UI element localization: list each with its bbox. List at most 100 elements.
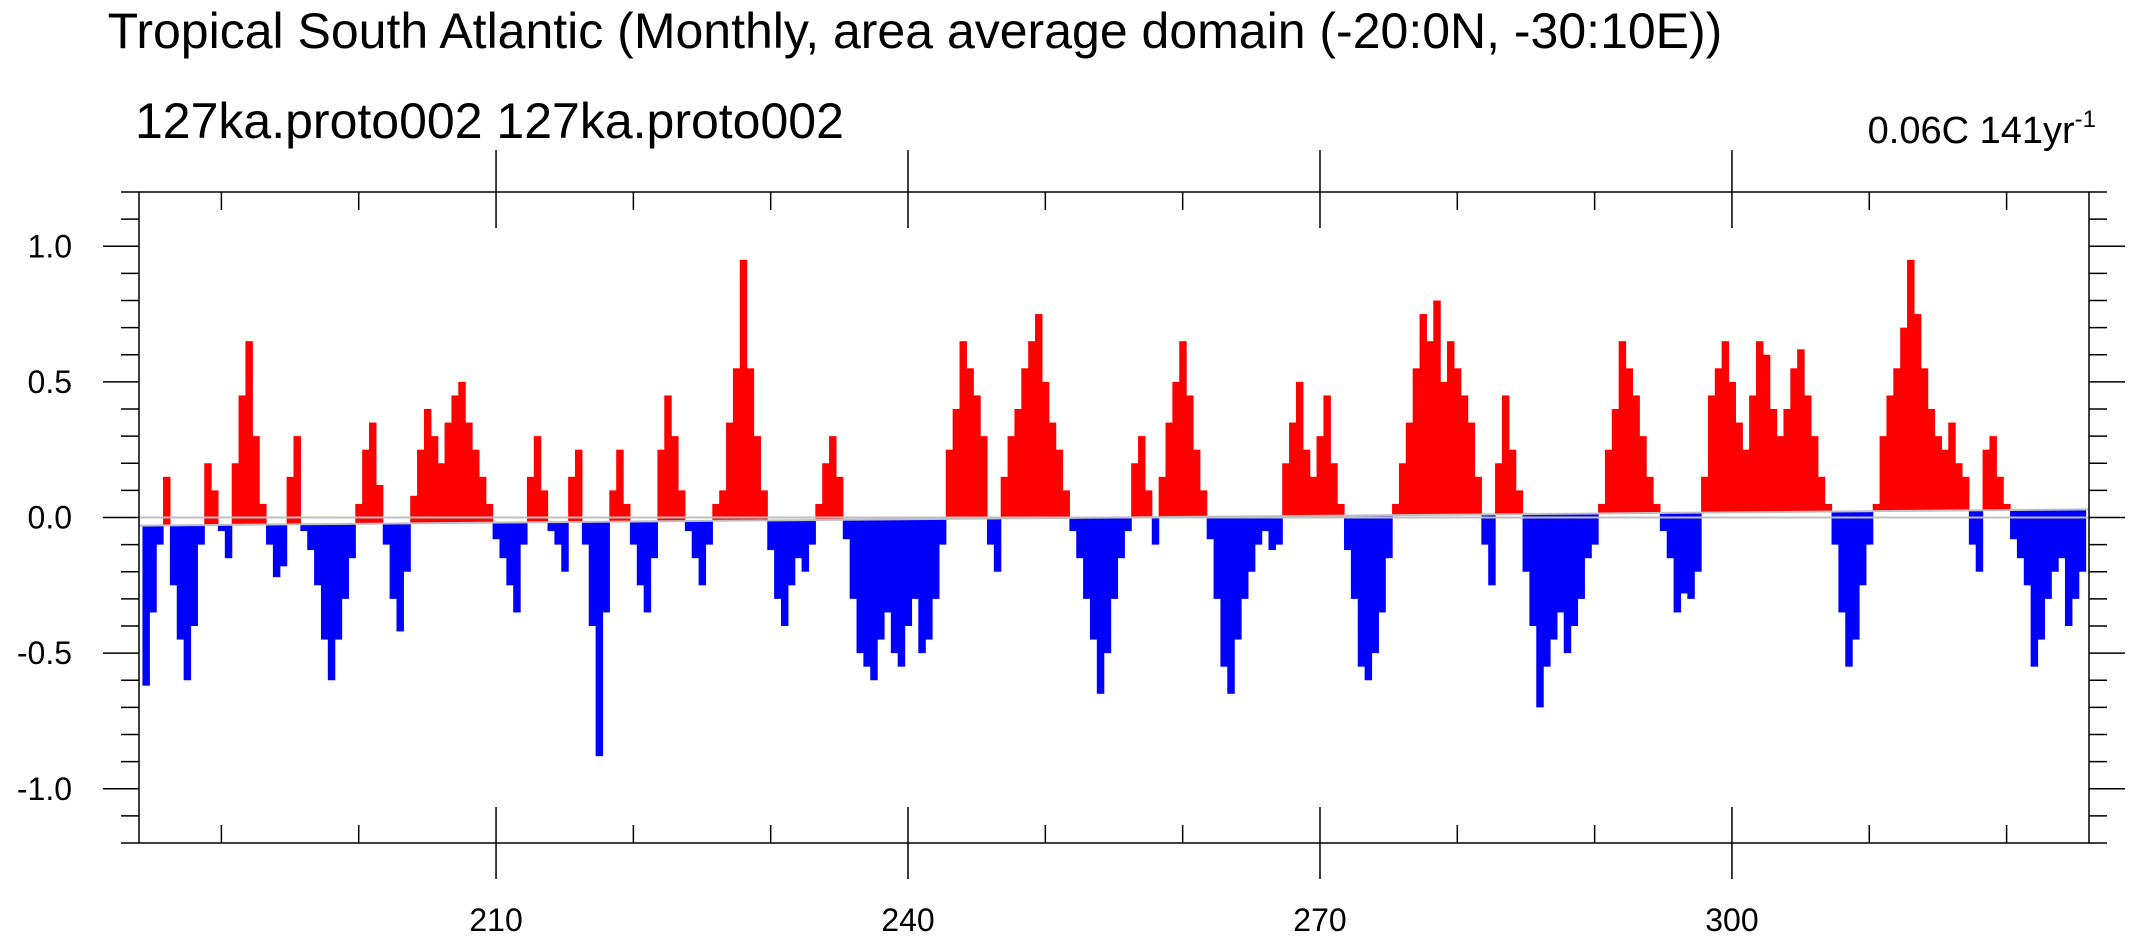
anomaly-bar [883,519,892,613]
anomaly-bar [1062,490,1070,518]
anomaly-bar [1124,517,1132,532]
anomaly-bar [1172,381,1180,517]
anomaly-bar [1378,515,1386,613]
anomaly-bar [451,395,459,524]
anomaly-bar [1900,327,1908,511]
anomaly-bar [1536,513,1544,708]
anomaly-bar [1550,513,1558,640]
anomaly-bar [1659,512,1668,532]
anomaly-bar [1048,422,1057,519]
anomaly-bar [904,519,913,626]
anomaly-bar [314,524,322,586]
anomaly-bar [156,525,164,545]
anomaly-bar [993,518,1002,572]
anomaly-bar [1934,436,1942,511]
anomaly-bar [430,436,439,524]
anomaly-bar [1769,409,1778,512]
anomaly-bar [561,522,569,572]
x-tick-label: 240 [881,902,934,938]
anomaly-bar [1707,395,1716,513]
anomaly-bar [1680,512,1688,594]
anomaly-bar [1721,341,1730,513]
anomaly-bar [458,381,466,523]
anomaly-bar [616,449,624,522]
anomaly-bar [1941,449,1949,511]
anomaly-bar [1357,515,1366,667]
anomaly-bar [355,503,363,524]
anomaly-bar [1556,513,1565,613]
anomaly-bar [2078,509,2087,572]
anomaly-bar [808,520,816,545]
anomaly-bar [2058,509,2066,559]
left-string: 127ka.proto002 127ka.proto002 [135,93,844,149]
anomaly-bar [211,490,219,526]
anomaly-bar [787,520,796,586]
anomaly-bar [1337,503,1345,516]
anomaly-bar [1268,516,1276,551]
anomaly-bar [1886,395,1894,512]
anomaly-bar [822,463,830,520]
anomaly-bar [1810,436,1819,512]
anomaly-bar [1488,514,1496,586]
anomaly-bar [774,520,782,599]
anomaly-bar [1261,516,1270,532]
anomaly-bar [533,436,542,523]
anomaly-bar [1309,476,1318,516]
anomaly-bar [1893,368,1901,511]
anomaly-bar [1694,512,1702,572]
anomaly-bar [478,476,487,523]
anomaly-bar [1000,476,1009,519]
anomaly-bar [176,525,185,640]
anomaly-bar [1199,490,1208,517]
y-tick-label: 0.5 [28,364,72,400]
anomaly-bar [1927,409,1936,511]
anomaly-bar [554,522,562,545]
anomaly-bar [602,521,610,613]
anomaly-bar [1247,516,1256,572]
anomaly-bar [513,522,521,613]
anomaly-bar [980,436,988,519]
anomaly-bar [485,503,494,523]
anomaly-bar [149,525,157,613]
anomaly-bar [417,449,425,524]
anomaly-bar [1591,513,1599,545]
anomaly-bar [2030,509,2039,667]
anomaly-bar [506,522,514,586]
anomaly-bar [1913,314,1922,511]
anomaly-bar [890,519,899,654]
anomaly-bar [1474,476,1482,515]
anomaly-bar [465,422,473,523]
anomaly-bar [1069,517,1077,532]
anomaly-bar [300,524,308,532]
anomaly-bar [1453,368,1462,515]
anomaly-bar [217,524,226,532]
anomaly-bar [1831,511,1839,545]
anomaly-bar [932,518,940,599]
anomaly-bar [472,449,480,523]
anomaly-bar [1529,514,1537,626]
anomaly-bar [1350,515,1359,599]
anomaly-bar [1577,513,1585,599]
anomaly-bar [1275,516,1283,545]
anomaly-bar [1968,510,1977,545]
anomaly-bar [2064,509,2073,626]
anomaly-bar [437,463,446,524]
anomaly-bar [375,484,384,524]
anomaly-bar [877,519,885,640]
anomaly-bar [835,476,844,520]
anomaly-bar [1522,514,1531,572]
anomaly-bar [1797,349,1805,512]
anomaly-bar [1508,449,1517,515]
anomaly-bar [266,524,274,545]
anomaly-bar [973,395,981,519]
anomaly-bar [1220,516,1228,667]
anomaly-bar [1412,368,1421,515]
anomaly-bar [1755,341,1764,513]
anomaly-bar [959,341,967,519]
anomaly-bar [1192,449,1201,517]
anomaly-bar [1447,341,1455,515]
anomaly-bar [719,490,727,521]
anomaly-bar [1254,516,1263,545]
y-tick-label: 1.0 [28,228,72,264]
anomaly-bar [492,522,501,540]
